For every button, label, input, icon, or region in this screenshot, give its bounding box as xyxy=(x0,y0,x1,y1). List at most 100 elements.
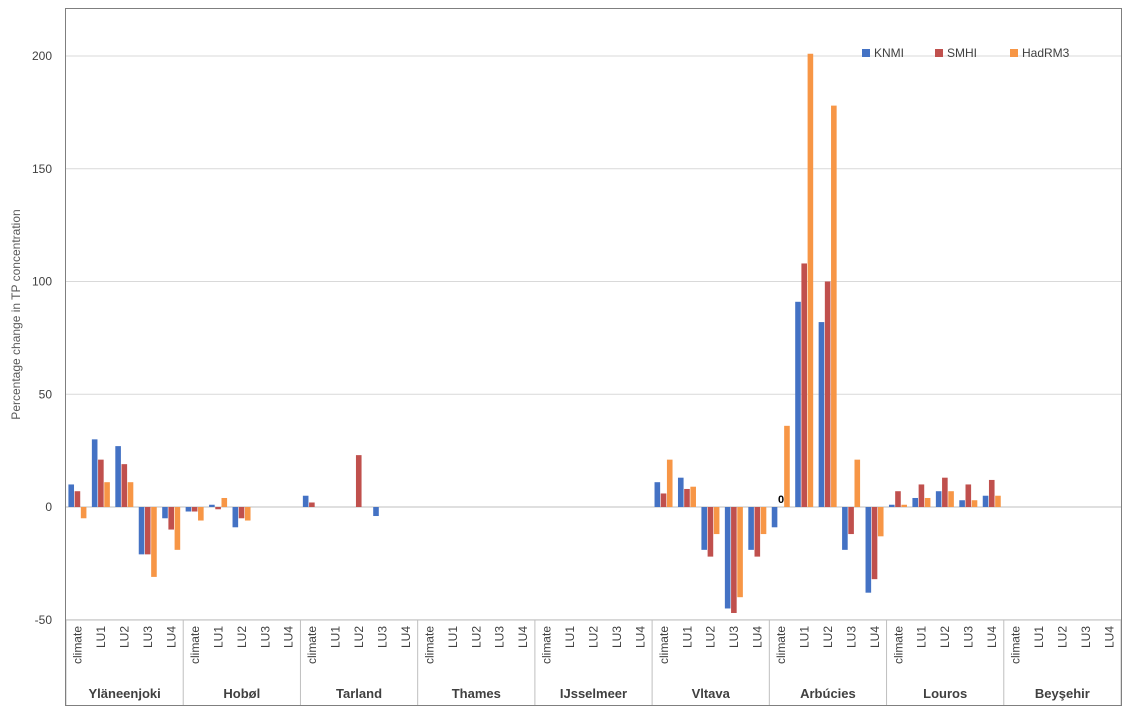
bar-hadrm3-lu3 xyxy=(971,500,978,507)
legend: KNMI SMHI HadRM3 xyxy=(862,46,1070,60)
x-tick-label: LU3 xyxy=(727,626,741,648)
bar-knmi-climate xyxy=(185,507,192,512)
x-tick-label: LU4 xyxy=(633,626,647,648)
x-tick-label: climate xyxy=(774,626,788,664)
bar-hadrm3-climate xyxy=(784,425,790,507)
group-label: Louros xyxy=(923,686,967,701)
group-label: Arbúcies xyxy=(800,686,856,701)
bar-hadrm3-lu1 xyxy=(221,497,228,507)
x-tick-label: climate xyxy=(422,626,436,664)
bar-hadrm3-lu2 xyxy=(713,507,720,535)
bar-knmi-climate xyxy=(654,482,661,507)
x-tick-label: LU4 xyxy=(282,626,296,648)
bar-knmi-climate xyxy=(771,507,778,528)
bar-smhi-lu1 xyxy=(918,484,925,507)
bar-hadrm3-lu2 xyxy=(948,491,954,507)
x-tick-label: LU2 xyxy=(1055,626,1069,648)
bar-smhi-lu3 xyxy=(965,484,972,507)
bar-hadrm3-lu1 xyxy=(690,486,696,507)
bar-smhi-lu1 xyxy=(801,263,807,507)
x-tick-label: LU2 xyxy=(352,626,366,648)
bar-smhi-climate xyxy=(660,493,667,507)
bar-knmi-lu4 xyxy=(748,507,754,550)
group-label: Vltava xyxy=(692,686,731,701)
bar-smhi-lu1 xyxy=(98,459,104,507)
group-label: Yläneenjoki xyxy=(88,686,160,701)
annotations: 0 xyxy=(778,494,784,506)
group-label: Hobøl xyxy=(223,686,260,701)
bar-knmi-lu2 xyxy=(935,491,942,507)
x-tick-label: LU3 xyxy=(258,626,272,648)
bar-hadrm3-lu3 xyxy=(737,507,743,598)
x-tick-label: LU2 xyxy=(587,626,601,648)
x-axis: climate LU1 LU2 LU3 LU4 Yläneenjoki climate LU1… xyxy=(65,619,1122,706)
gridlines xyxy=(66,55,1121,621)
bar-knmi-lu4 xyxy=(865,507,872,593)
bar-knmi-lu2 xyxy=(232,507,239,528)
x-tick-label: LU1 xyxy=(915,626,929,648)
bar-knmi-lu3 xyxy=(959,500,965,507)
bar-hadrm3-lu2 xyxy=(127,482,134,507)
x-tick-label: LU3 xyxy=(376,626,390,648)
bar-smhi-lu1 xyxy=(684,488,690,507)
bar-smhi-lu2 xyxy=(355,455,362,507)
bar-knmi-lu1 xyxy=(91,439,98,507)
bar-knmi-lu2 xyxy=(701,507,708,550)
legend-label: KNMI xyxy=(874,46,904,60)
bar-smhi-lu2 xyxy=(824,281,831,507)
bar-hadrm3-climate xyxy=(901,504,907,507)
x-tick-label: climate xyxy=(71,626,85,664)
x-tick-label: LU1 xyxy=(680,626,694,648)
x-tick-label: LU4 xyxy=(751,626,765,648)
bars xyxy=(68,53,1001,613)
x-tick-label: LU1 xyxy=(798,626,812,648)
bar-hadrm3-lu1 xyxy=(807,53,814,508)
y-axis: -50 0 50 100 150 200 xyxy=(32,49,52,627)
bar-knmi-climate xyxy=(68,484,75,507)
x-tick-label: LU3 xyxy=(844,626,858,648)
x-tick-label: LU2 xyxy=(118,626,132,648)
x-tick-label: LU4 xyxy=(516,626,530,648)
bar-hadrm3-lu2 xyxy=(244,507,251,521)
x-tick-label: LU2 xyxy=(469,626,483,648)
bar-hadrm3-lu4 xyxy=(995,495,1001,507)
bar-smhi-lu2 xyxy=(942,477,948,507)
legend-swatch xyxy=(935,49,943,57)
x-tick-label: LU2 xyxy=(704,626,718,648)
bar-smhi-lu2 xyxy=(121,464,128,507)
bar-knmi-lu1 xyxy=(677,477,684,507)
bar-knmi-climate xyxy=(302,495,309,507)
x-tick-label: LU1 xyxy=(563,626,577,648)
x-tick-label: LU1 xyxy=(211,626,225,648)
x-tick-label: LU3 xyxy=(1079,626,1093,648)
y-tick-label: -50 xyxy=(35,613,53,627)
x-tick-label: climate xyxy=(305,626,319,664)
y-tick-label: 100 xyxy=(32,275,52,289)
bar-smhi-lu3 xyxy=(144,507,151,555)
chart-frame xyxy=(65,8,1122,706)
bar-hadrm3-lu3 xyxy=(854,459,861,507)
bar-smhi-lu1 xyxy=(215,507,221,510)
x-tick-label: climate xyxy=(1009,626,1023,664)
bar-hadrm3-lu3 xyxy=(151,507,157,577)
group-label: IJsselmeer xyxy=(560,686,627,701)
bar-knmi-lu1 xyxy=(209,504,215,507)
bar-knmi-lu4 xyxy=(982,495,989,507)
bar-hadrm3-lu4 xyxy=(877,507,884,537)
y-axis-label: Percentage change in TP concentration xyxy=(9,209,23,419)
bar-smhi-lu2 xyxy=(707,507,714,557)
x-tick-label: LU4 xyxy=(868,626,882,648)
bar-knmi-lu3 xyxy=(373,507,379,517)
bar-smhi-lu3 xyxy=(848,507,854,535)
x-tick-label: LU2 xyxy=(938,626,952,648)
bar-hadrm3-climate xyxy=(666,459,673,507)
bar-knmi-lu3 xyxy=(842,507,848,550)
bar-knmi-lu3 xyxy=(138,507,145,555)
bar-knmi-climate xyxy=(888,504,895,507)
x-tick-label: climate xyxy=(540,626,554,664)
bar-hadrm3-lu2 xyxy=(831,105,837,508)
bar-smhi-lu2 xyxy=(238,507,245,519)
x-tick-label: LU4 xyxy=(1102,626,1116,648)
legend-swatch xyxy=(1010,49,1018,57)
bar-knmi-lu3 xyxy=(724,507,731,609)
